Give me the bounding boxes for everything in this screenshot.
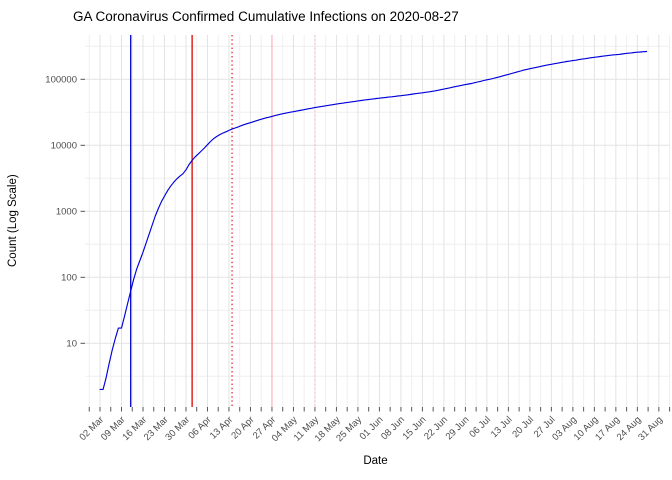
- x-axis-title: Date: [363, 455, 388, 467]
- x-tick-label: 06 Apr: [186, 414, 213, 441]
- y-tick-label: 10000: [51, 141, 77, 152]
- y-tick-label: 100000: [45, 75, 77, 86]
- x-tick-label: 20 Jul: [510, 414, 536, 440]
- x-tick-label: 13 Jul: [489, 414, 515, 440]
- x-tick-label: 20 Apr: [229, 414, 256, 441]
- x-tick-label: 06 Jul: [467, 414, 493, 440]
- x-tick-label: 29 Jun: [444, 414, 472, 442]
- x-tick-label: 13 Apr: [208, 414, 235, 441]
- y-tick-label: 100: [61, 273, 77, 284]
- x-tick-label: 30 Mar: [163, 414, 192, 443]
- x-tick-label: 31 Aug: [636, 414, 665, 443]
- y-tick-label: 10: [66, 339, 77, 350]
- data-line-cumulative_confirmed_infections: [99, 50, 648, 390]
- y-tick-label: 1000: [56, 207, 77, 218]
- chart-title: GA Coronavirus Confirmed Cumulative Infe…: [73, 9, 459, 24]
